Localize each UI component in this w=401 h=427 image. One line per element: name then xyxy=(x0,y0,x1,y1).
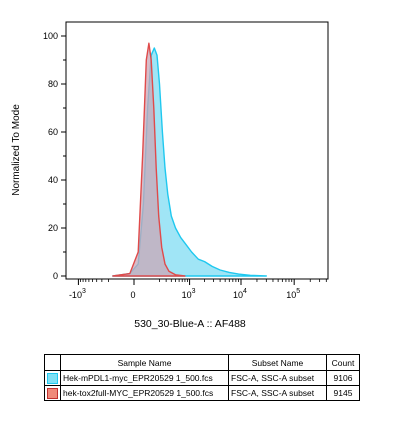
legend-swatch-header xyxy=(44,354,61,371)
y-tick-label: 80 xyxy=(48,79,58,89)
legend-row: Hek-mPDL1-myc_EPR20529 1_500.fcs FSC-A, … xyxy=(44,370,360,386)
x-axis: -103 0 103 104 105 xyxy=(69,279,327,300)
x-tick-label: -103 xyxy=(69,288,86,300)
x-tick-label: 104 xyxy=(233,288,247,300)
y-tick-label: 40 xyxy=(48,175,58,185)
sample-name-cell: Hek-mPDL1-myc_EPR20529 1_500.fcs xyxy=(60,370,229,386)
legend-swatch-red xyxy=(47,387,58,399)
sample-name-cell: hek-tox2full-MYC_EPR20529 1_500.fcs xyxy=(60,385,229,401)
y-tick-label: 60 xyxy=(48,127,58,137)
subset-name-cell: FSC-A, SSC-A subset xyxy=(228,370,327,386)
sample-name-header: Sample Name xyxy=(60,354,229,371)
series-cyan-histogram xyxy=(112,47,267,277)
legend-row: hek-tox2full-MYC_EPR20529 1_500.fcs FSC-… xyxy=(44,385,360,401)
legend-table: Sample Name Subset Name Count Hek-mPDL1-… xyxy=(44,354,360,401)
y-tick-label: 0 xyxy=(53,271,58,281)
count-cell: 9145 xyxy=(326,385,360,401)
legend-swatch-cell xyxy=(44,385,61,401)
plot-frame xyxy=(65,21,329,280)
series-layer xyxy=(112,42,267,277)
legend-swatch-cyan xyxy=(47,372,58,384)
legend-swatch-cell xyxy=(44,370,61,386)
subset-name-header: Subset Name xyxy=(228,354,327,371)
histogram-plot: 0 20 40 60 80 100 -103 0 103 104 105 Normalized T… xyxy=(11,21,329,330)
y-axis-label: Normalized To Mode xyxy=(11,104,22,196)
series-red-histogram xyxy=(112,42,186,277)
x-axis-label: 530_30-Blue-A :: AF488 xyxy=(134,318,246,330)
legend-header-row: Sample Name Subset Name Count xyxy=(44,354,360,371)
count-cell: 9106 xyxy=(326,370,360,386)
x-tick-label: 103 xyxy=(182,288,196,300)
x-tick-label: 105 xyxy=(286,288,300,300)
y-tick-label: 100 xyxy=(43,31,58,41)
x-tick-label: 0 xyxy=(130,290,135,300)
count-header: Count xyxy=(326,354,360,371)
y-axis: 0 20 40 60 80 100 xyxy=(43,31,66,281)
y-tick-label: 20 xyxy=(48,223,58,233)
subset-name-cell: FSC-A, SSC-A subset xyxy=(228,385,327,401)
